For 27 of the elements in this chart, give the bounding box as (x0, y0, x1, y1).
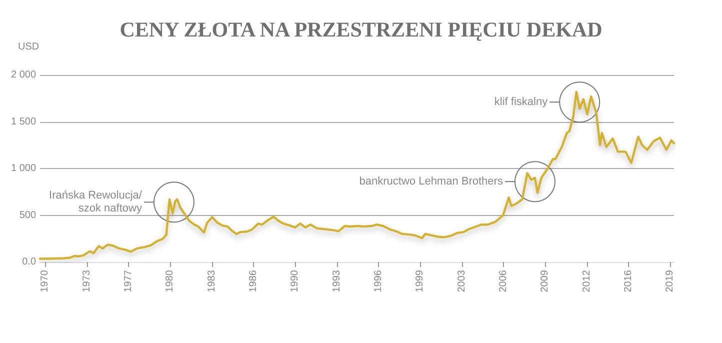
y-tick-label: 0.0 (22, 256, 36, 268)
annotation: bankructwo Lehman Brothers (359, 176, 504, 188)
x-tick-label: 1977 (122, 270, 134, 292)
x-tick-label: 1990 (290, 270, 301, 292)
x-tick-label: 1970 (40, 270, 51, 292)
y-tick-label: 1 500 (10, 116, 36, 128)
x-tick-label: 2003 (456, 270, 468, 292)
x-tick-label: 1980 (164, 270, 176, 292)
x-tick-label: 2019 (664, 270, 676, 292)
annotation: klif fiskalny (494, 96, 548, 108)
x-tick-label: 2009 (540, 270, 551, 292)
x-tick-label: 1996 (372, 270, 384, 292)
y-tick-label: 500 (19, 210, 36, 221)
x-tick-label: 2016 (622, 270, 634, 292)
y-tick-label: 1 000 (10, 163, 36, 174)
x-tick-label: 2012 (581, 270, 592, 292)
x-tick-label: 1973 (81, 270, 92, 292)
chart-title: CENY ZŁOTA NA PRZESTRZENI PIĘCIU DEKAD (120, 18, 602, 42)
x-tick-label: 1993 (331, 270, 342, 292)
x-tick-label: 1986 (248, 270, 259, 292)
annotation: Irańska Rewolucja/ szok naftowy (49, 190, 143, 215)
x-tick-label: 2006 (498, 270, 509, 292)
x-tick-label: 1999 (414, 270, 426, 292)
x-tick-label: 1983 (206, 270, 218, 292)
line-series (38, 90, 676, 260)
y-axis-title: USD (18, 42, 40, 52)
y-tick-label: 2 000 (10, 70, 36, 80)
